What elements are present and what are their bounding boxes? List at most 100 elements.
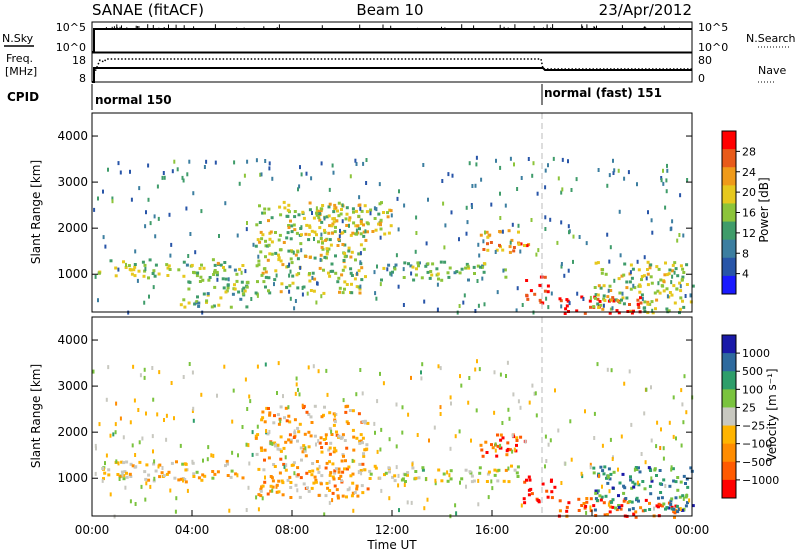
- velocity-cell: [325, 461, 329, 465]
- velocity-cell: [671, 467, 675, 471]
- velocity-cell: [317, 369, 320, 374]
- power-cell: [270, 216, 274, 220]
- power-cell: [295, 231, 299, 235]
- power-cell: [171, 169, 174, 174]
- power-cell: [447, 172, 450, 177]
- velocity-cell: [298, 495, 302, 499]
- power-cell: [446, 271, 450, 275]
- velocity-cell: [295, 376, 298, 381]
- velocity-cell: [397, 483, 400, 488]
- velocity-cell: [603, 513, 607, 517]
- velocity-cell: [331, 475, 335, 479]
- power-cell: [357, 214, 361, 218]
- power-cell: [676, 274, 680, 278]
- velocity-cell: [251, 452, 254, 457]
- power-cell: [629, 287, 633, 291]
- velocity-cell: [679, 480, 683, 484]
- power-cell: [197, 304, 201, 308]
- velocity-cell: [356, 494, 360, 498]
- velocity-cell: [496, 479, 500, 483]
- velocity-cell: [246, 407, 249, 411]
- velocity-cell: [299, 446, 303, 450]
- velocity-cell: [359, 469, 363, 472]
- power-cell: [311, 211, 313, 215]
- power-cell: [650, 281, 654, 285]
- velocity-cell: [200, 478, 204, 482]
- velocity-cell: [608, 489, 611, 494]
- power-cell: [501, 248, 505, 252]
- velocity-cell: [303, 432, 307, 436]
- power-cell: [376, 264, 378, 269]
- power-cell: [439, 260, 443, 264]
- velocity-colorbar-tick-label: −1000: [742, 474, 779, 487]
- power-cell: [465, 262, 469, 266]
- velocity-cell: [648, 501, 651, 505]
- velocity-cell: [296, 488, 299, 493]
- power-cell: [510, 238, 514, 242]
- power-cell: [312, 289, 316, 293]
- power-cell: [684, 294, 687, 298]
- power-cell: [147, 163, 150, 168]
- velocity-cell: [256, 364, 259, 369]
- power-cell: [544, 227, 547, 231]
- velocity-colorbar-swatch: [722, 335, 736, 354]
- power-cell: [331, 231, 334, 235]
- power-cell: [670, 293, 674, 297]
- velocity-cell: [277, 490, 281, 494]
- power-cell: [365, 221, 369, 225]
- power-cell: [565, 304, 569, 308]
- velocity-cell: [279, 419, 282, 423]
- power-cell: [629, 270, 632, 275]
- velocity-cell: [346, 488, 350, 492]
- power-cell: [143, 300, 146, 305]
- velocity-colorbar-swatch: [722, 461, 736, 481]
- power-cell: [424, 264, 428, 268]
- velocity-cell: [569, 419, 572, 424]
- power-cell: [378, 182, 381, 187]
- velocity-cell: [289, 496, 293, 499]
- power-cell: [345, 283, 349, 286]
- velocity-cell: [560, 481, 563, 485]
- velocity-cell: [675, 436, 677, 441]
- power-cell: [657, 267, 661, 271]
- velocity-cell: [152, 479, 156, 483]
- power-cell: [268, 161, 271, 166]
- velocity-cell: [304, 454, 308, 458]
- velocity-cell: [546, 495, 550, 499]
- velocity-cell: [393, 479, 397, 483]
- velocity-cell: [307, 489, 311, 493]
- velocity-cell: [302, 447, 306, 451]
- power-cell: [669, 227, 672, 232]
- power-cell: [257, 254, 260, 259]
- velocity-cell: [307, 413, 311, 416]
- power-cell: [287, 203, 291, 207]
- velocity-cell: [403, 483, 406, 487]
- velocity-cell: [684, 482, 687, 485]
- velocity-cell: [297, 430, 301, 434]
- power-cell: [580, 295, 584, 299]
- power-cell: [685, 283, 689, 286]
- velocity-cell: [481, 454, 485, 458]
- velocity-cell: [407, 412, 410, 417]
- power-cell: [114, 274, 118, 278]
- velocity-cell: [611, 457, 614, 461]
- power-cell: [387, 263, 391, 267]
- power-colorbar-tick-label: 12: [742, 227, 756, 240]
- power-cell: [182, 274, 186, 278]
- velocity-cell: [684, 504, 688, 508]
- power-cell: [320, 294, 323, 299]
- power-cell: [359, 219, 363, 223]
- velocity-cell: [653, 506, 655, 511]
- velocity-cell: [324, 466, 328, 470]
- velocity-cell: [365, 443, 369, 447]
- power-cell: [485, 230, 489, 234]
- velocity-cell: [650, 385, 652, 390]
- velocity-cell: [393, 474, 397, 478]
- velocity-cell: [515, 439, 519, 442]
- power-cell: [639, 296, 642, 300]
- velocity-cell: [225, 459, 229, 463]
- velocity-cell: [326, 486, 330, 490]
- velocity-cell: [594, 491, 598, 495]
- power-cell: [301, 210, 305, 214]
- power-cell: [151, 272, 155, 275]
